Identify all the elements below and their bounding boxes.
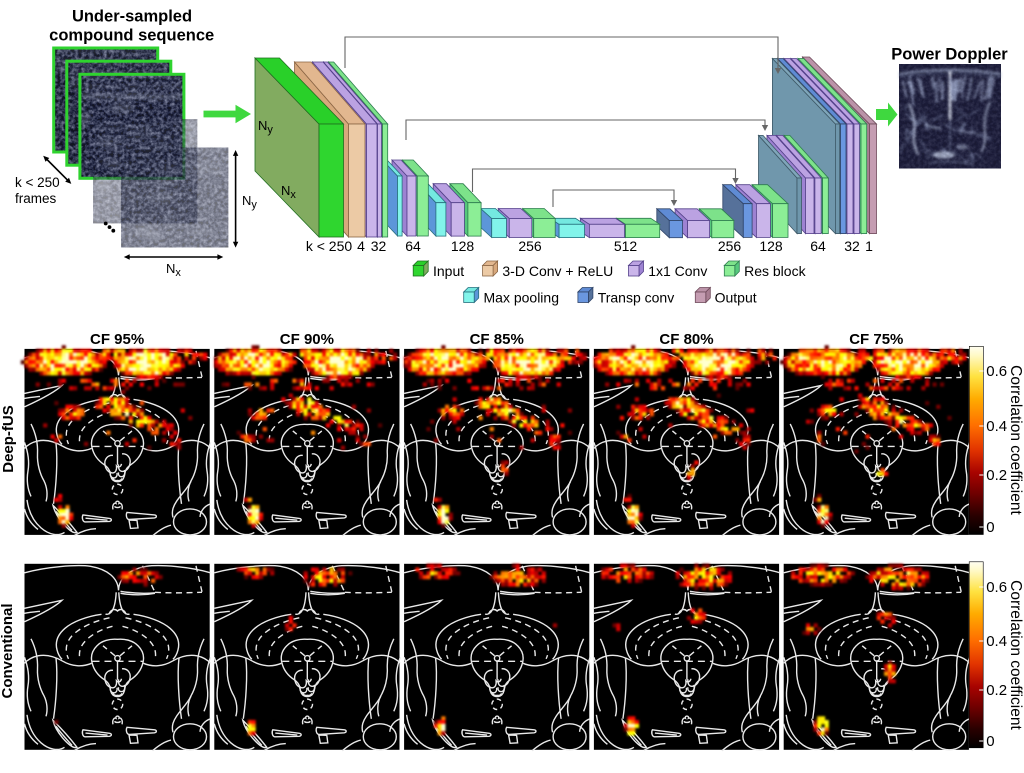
svg-text:Deep-fUS: Deep-fUS [0,405,17,473]
svg-text:64: 64 [405,238,421,254]
svg-text:Res block: Res block [744,263,806,279]
svg-text:0: 0 [986,519,994,536]
svg-text:frames: frames [15,191,57,206]
svg-text:4: 4 [357,238,365,254]
svg-text:32: 32 [844,238,860,254]
svg-text:128: 128 [451,238,475,254]
svg-text:Transp conv: Transp conv [598,290,675,306]
svg-text:Input: Input [433,263,464,279]
svg-text:Conventional: Conventional [0,603,16,698]
svg-text:Nx: Nx [166,261,181,279]
svg-text:64: 64 [810,238,826,254]
svg-text:0.6: 0.6 [986,579,1007,596]
svg-text:Ny: Ny [242,193,257,211]
svg-text:0.4: 0.4 [986,633,1007,650]
svg-text:k < 250: k < 250 [15,175,60,190]
svg-text:0.4: 0.4 [986,418,1007,435]
svg-text:0.2: 0.2 [986,467,1007,484]
svg-text:CF 90%: CF 90% [280,331,334,348]
svg-text:0: 0 [986,733,994,750]
svg-text:k < 250: k < 250 [306,238,353,254]
svg-text:1: 1 [865,238,873,254]
svg-text:Under-sampled: Under-sampled [72,8,192,26]
svg-text:CF 85%: CF 85% [470,331,524,348]
svg-text:0.2: 0.2 [986,682,1007,699]
svg-text:32: 32 [371,238,387,254]
svg-text:256: 256 [518,238,542,254]
svg-text:1x1 Conv: 1x1 Conv [648,263,707,279]
svg-text:CF 75%: CF 75% [849,331,903,348]
svg-text:Max pooling: Max pooling [484,290,560,306]
svg-text:512: 512 [614,238,638,254]
svg-text:Correlation coefficient: Correlation coefficient [1007,365,1024,515]
svg-text:Output: Output [715,290,757,306]
svg-text:Power Doppler: Power Doppler [891,46,1008,64]
svg-text:Correlation coefficient: Correlation coefficient [1007,580,1024,730]
svg-text:128: 128 [759,238,783,254]
svg-text:3-D Conv + ReLU: 3-D Conv + ReLU [502,263,613,279]
svg-text:compound sequence: compound sequence [49,27,214,45]
svg-text:CF 95%: CF 95% [90,331,144,348]
svg-text:CF 80%: CF 80% [659,331,713,348]
svg-text:0.6: 0.6 [986,363,1007,380]
svg-text:256: 256 [718,238,742,254]
